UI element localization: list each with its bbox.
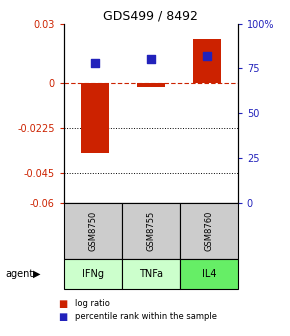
Text: GSM8760: GSM8760 (204, 211, 213, 251)
Text: IFNg: IFNg (82, 269, 104, 279)
Title: GDS499 / 8492: GDS499 / 8492 (103, 9, 198, 23)
Text: GSM8750: GSM8750 (88, 211, 97, 251)
Text: agent: agent (6, 269, 34, 279)
Text: ■: ■ (58, 312, 67, 323)
Bar (193, 40, 221, 83)
Bar (81, 83, 109, 153)
Point (205, 53, 209, 58)
Point (148, 57, 153, 62)
Bar (137, 83, 165, 87)
Text: TNFa: TNFa (139, 269, 163, 279)
Text: GSM8755: GSM8755 (146, 211, 155, 251)
Text: percentile rank within the sample: percentile rank within the sample (75, 312, 218, 322)
Text: ■: ■ (58, 299, 67, 309)
Point (92, 60, 97, 66)
Text: IL4: IL4 (202, 269, 216, 279)
Text: log ratio: log ratio (75, 299, 110, 308)
Text: ▶: ▶ (33, 269, 41, 279)
